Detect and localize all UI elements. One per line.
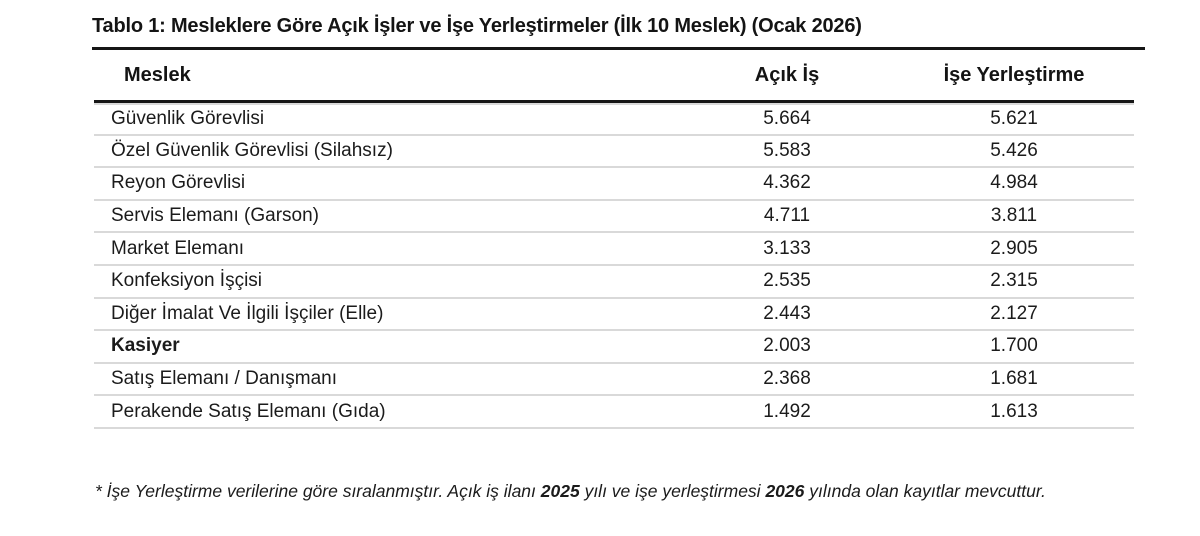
cell-meslek: Özel Güvenlik Görevlisi (Silahsız): [94, 136, 650, 169]
cell-meslek: Konfeksiyon İşçisi: [94, 266, 650, 299]
column-header-ise-yerlestirme: İşe Yerleştirme: [924, 51, 1134, 103]
table-header: Meslek Açık İş İşe Yerleştirme: [94, 51, 1134, 103]
cell-meslek: Perakende Satış Elemanı (Gıda): [94, 396, 650, 429]
cell-acik-is: 1.492: [650, 396, 924, 429]
cell-ise-yerlestirme: 5.426: [924, 136, 1134, 169]
cell-acik-is: 4.711: [650, 201, 924, 234]
table-title: Tablo 1: Mesleklere Göre Açık İşler ve İ…: [92, 15, 1145, 50]
cell-meslek: Güvenlik Görevlisi: [94, 103, 650, 136]
footnote-text: yılı ve işe yerleştirmesi: [579, 481, 766, 501]
footnote-year-2026: 2026: [765, 481, 805, 501]
cell-acik-is: 2.368: [650, 364, 924, 397]
cell-meslek: Satış Elemanı / Danışmanı: [94, 364, 650, 397]
table-row: Servis Elemanı (Garson) 4.711 3.811: [94, 201, 1134, 234]
cell-acik-is: 2.535: [650, 266, 924, 299]
cell-ise-yerlestirme: 2.127: [924, 299, 1134, 332]
header-row: Meslek Açık İş İşe Yerleştirme: [94, 51, 1134, 103]
cell-acik-is: 2.003: [650, 331, 924, 364]
column-header-acik-is: Açık İş: [650, 51, 924, 103]
footnote-year-2025: 2025: [540, 481, 580, 501]
table-row: Kasiyer 2.003 1.700: [94, 331, 1134, 364]
column-header-meslek: Meslek: [94, 51, 650, 103]
footnote-text: yılında olan kayıtlar mevcuttur.: [804, 481, 1046, 501]
table-row: Konfeksiyon İşçisi 2.535 2.315: [94, 266, 1134, 299]
cell-acik-is: 5.583: [650, 136, 924, 169]
cell-ise-yerlestirme: 1.700: [924, 331, 1134, 364]
cell-ise-yerlestirme: 5.621: [924, 103, 1134, 136]
cell-meslek: Diğer İmalat Ve İlgili İşçiler (Elle): [94, 299, 650, 332]
cell-ise-yerlestirme: 4.984: [924, 168, 1134, 201]
cell-ise-yerlestirme: 1.681: [924, 364, 1134, 397]
table-footnote: * İşe Yerleştirme verilerine göre sırala…: [95, 481, 1155, 502]
table-row: Özel Güvenlik Görevlisi (Silahsız) 5.583…: [94, 136, 1134, 169]
cell-meslek: Market Elemanı: [94, 233, 650, 266]
cell-meslek: Servis Elemanı (Garson): [94, 201, 650, 234]
cell-ise-yerlestirme: 2.905: [924, 233, 1134, 266]
cell-ise-yerlestirme: 3.811: [924, 201, 1134, 234]
cell-acik-is: 4.362: [650, 168, 924, 201]
cell-ise-yerlestirme: 1.613: [924, 396, 1134, 429]
table-row: Diğer İmalat Ve İlgili İşçiler (Elle) 2.…: [94, 299, 1134, 332]
table-body: Güvenlik Görevlisi 5.664 5.621 Özel Güve…: [94, 103, 1134, 429]
table-row: Perakende Satış Elemanı (Gıda) 1.492 1.6…: [94, 396, 1134, 429]
cell-acik-is: 3.133: [650, 233, 924, 266]
cell-meslek: Kasiyer: [94, 331, 650, 364]
table-row: Satış Elemanı / Danışmanı 2.368 1.681: [94, 364, 1134, 397]
cell-acik-is: 5.664: [650, 103, 924, 136]
cell-acik-is: 2.443: [650, 299, 924, 332]
table-row: Market Elemanı 3.133 2.905: [94, 233, 1134, 266]
cell-meslek: Reyon Görevlisi: [94, 168, 650, 201]
footnote-text: * İşe Yerleştirme verilerine göre sırala…: [95, 481, 541, 501]
cell-ise-yerlestirme: 2.315: [924, 266, 1134, 299]
occupations-table: Meslek Açık İş İşe Yerleştirme Güvenlik …: [94, 51, 1134, 429]
table-row: Güvenlik Görevlisi 5.664 5.621: [94, 103, 1134, 136]
table-row: Reyon Görevlisi 4.362 4.984: [94, 168, 1134, 201]
